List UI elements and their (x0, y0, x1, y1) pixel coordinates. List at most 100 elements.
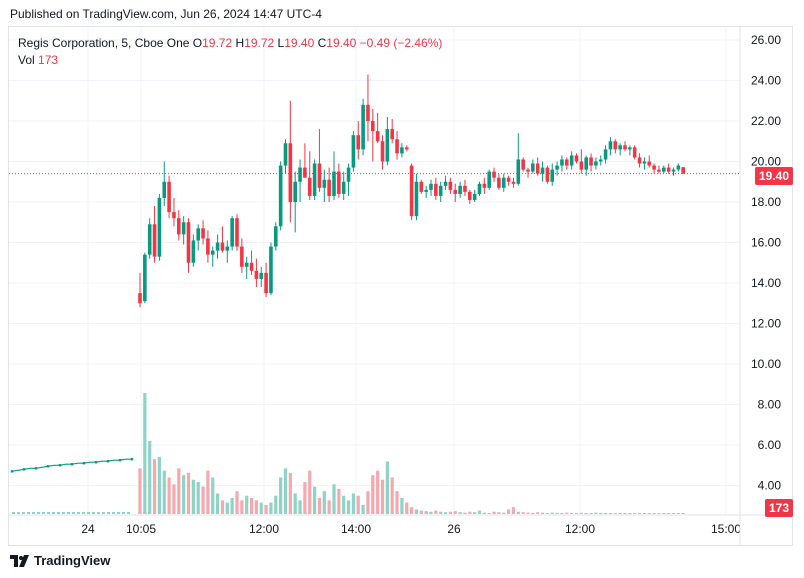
candle-body (438, 185, 443, 196)
volume-bar (584, 513, 588, 514)
candle-body (298, 167, 302, 182)
high-label: H (235, 36, 245, 50)
volume-bar (637, 513, 642, 514)
y-tick-label: 6.00 (758, 438, 782, 452)
volume-bar (107, 512, 110, 514)
candle-body (666, 167, 671, 172)
candle-body (555, 165, 559, 170)
low-label: L (277, 36, 285, 50)
volume-bar (298, 500, 302, 514)
candle-body (482, 183, 487, 188)
candle-body (404, 147, 409, 150)
volume-bar (487, 513, 491, 514)
volume-bar (642, 513, 646, 514)
volume-bar (303, 482, 307, 514)
volume-bar (502, 512, 506, 514)
volume-bar (604, 513, 608, 514)
volume-bar (327, 500, 331, 514)
y-tick-label: 14.00 (751, 276, 781, 290)
high-value: 19.72 (244, 36, 275, 50)
tradingview-brand[interactable]: TradingView (10, 553, 110, 568)
volume-bar (269, 502, 273, 514)
volume-bar (87, 512, 90, 514)
y-tick-label: 22.00 (751, 114, 781, 128)
candle-body (361, 104, 365, 150)
volume-bar (400, 498, 404, 514)
candle-body (162, 181, 167, 198)
candle-body (196, 228, 200, 241)
volume-bar (186, 472, 191, 514)
candle-body (448, 181, 453, 190)
candle-body (662, 167, 666, 172)
volume-bar (22, 512, 25, 514)
volume-bar (143, 393, 147, 514)
volume-bar (167, 477, 171, 514)
volume-bar (366, 491, 370, 514)
volume-bar (410, 507, 414, 514)
volume-bar (112, 512, 115, 514)
last-price-badge: 19.40 (754, 167, 793, 185)
candle-body (225, 246, 230, 251)
volume-bar (245, 495, 249, 514)
volume-bar (526, 512, 530, 514)
volume-bar (570, 513, 574, 514)
candle-body (414, 181, 419, 217)
volume-bar (235, 491, 239, 514)
volume-bar (216, 493, 220, 514)
volume-bar (618, 513, 622, 514)
candle-body (167, 181, 171, 213)
volume-bar (371, 475, 375, 514)
volume-bar (27, 512, 30, 514)
candle-body (613, 141, 618, 150)
x-tick-label: 12:00 (249, 522, 279, 536)
y-tick-label: 8.00 (758, 398, 782, 412)
candle-body (390, 129, 394, 140)
candle-body (400, 147, 404, 154)
candle-body (346, 167, 351, 182)
candle-body (143, 254, 147, 302)
published-caption: Published on TradingView.com, Jun 26, 20… (10, 7, 322, 21)
candle-body (676, 165, 681, 170)
volume-bar (676, 513, 680, 514)
candle-body (371, 121, 375, 132)
candle-body (341, 181, 346, 194)
volume-bar (521, 512, 525, 514)
volume-bar (565, 512, 569, 514)
candle-body (274, 226, 278, 247)
volume-label[interactable]: Vol (18, 53, 35, 67)
candle-body (307, 177, 312, 196)
candle-body (351, 135, 356, 168)
x-tick-label: 26 (447, 522, 461, 536)
symbol-label[interactable]: Regis Corporation, 5, Cboe One (18, 36, 190, 50)
candle-body (380, 141, 385, 162)
legend-row-price: Regis Corporation, 5, Cboe One O19.72 H1… (18, 35, 442, 52)
premarket-candle (118, 458, 122, 462)
candle-body (511, 181, 516, 184)
volume-bar (443, 512, 448, 514)
volume-bar (92, 512, 95, 514)
brand-name: TradingView (34, 553, 111, 568)
volume-bar (395, 491, 399, 514)
premarket-candle (46, 465, 50, 468)
volume-bar (662, 513, 666, 514)
candle-body (589, 157, 593, 166)
volume-bar (550, 512, 554, 514)
candle-body (497, 177, 501, 188)
volume-bar (419, 510, 423, 514)
candle-body (492, 171, 496, 178)
volume-bar (152, 459, 157, 514)
candle-body (632, 147, 637, 158)
volume-bar (429, 511, 433, 514)
volume-bar (72, 512, 75, 514)
candle-body (468, 191, 472, 200)
volume-bar (32, 512, 35, 514)
volume-bar (531, 512, 535, 514)
volume-bar (117, 512, 120, 514)
volume-bar (346, 500, 351, 514)
candle-body (230, 218, 234, 247)
candle-body (434, 183, 438, 196)
premarket-candle (130, 457, 134, 461)
candle-body (560, 159, 564, 166)
candle-body (220, 242, 225, 251)
